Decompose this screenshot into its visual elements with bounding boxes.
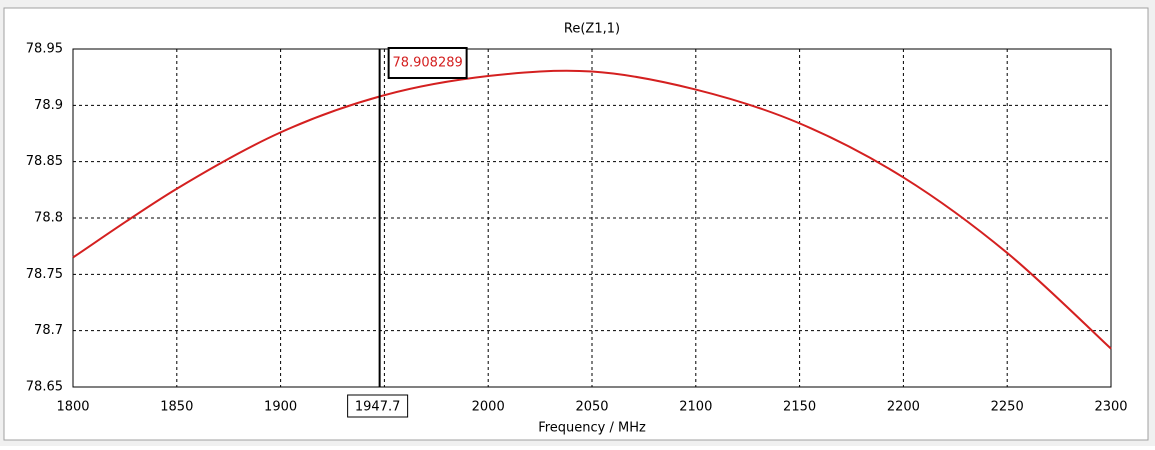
x-axis-label: Frequency / MHz <box>538 421 646 436</box>
marker-value-box <box>387 46 468 79</box>
x-tick-label: 2100 <box>679 400 712 415</box>
y-tick-label: 78.85 <box>26 154 63 169</box>
chart-title: Re(Z1,1) <box>564 22 620 37</box>
y-tick-label: 78.8 <box>34 211 63 226</box>
y-tick-label: 78.7 <box>34 323 63 338</box>
x-tick-label: 2250 <box>991 400 1024 415</box>
y-tick-label: 78.65 <box>26 380 63 395</box>
y-tick-label: 78.95 <box>26 42 63 57</box>
x-tick-label: 2050 <box>575 400 608 415</box>
x-tick-label: 1800 <box>56 400 89 415</box>
x-tick-label: 1900 <box>264 400 297 415</box>
x-tick-label: 2150 <box>783 400 816 415</box>
marker-x-box <box>347 394 409 418</box>
marker-value-label: 78.908289 <box>392 55 462 70</box>
y-tick-label: 78.9 <box>34 98 63 113</box>
x-tick-label: 1850 <box>160 400 193 415</box>
x-tick-label: 2000 <box>472 400 505 415</box>
x-tick-label: 2200 <box>887 400 920 415</box>
y-tick-label: 78.75 <box>26 267 63 282</box>
marker-x-label: 1947.7 <box>355 400 401 415</box>
series-line <box>72 69 1112 350</box>
x-tick-label: 2300 <box>1094 400 1127 415</box>
